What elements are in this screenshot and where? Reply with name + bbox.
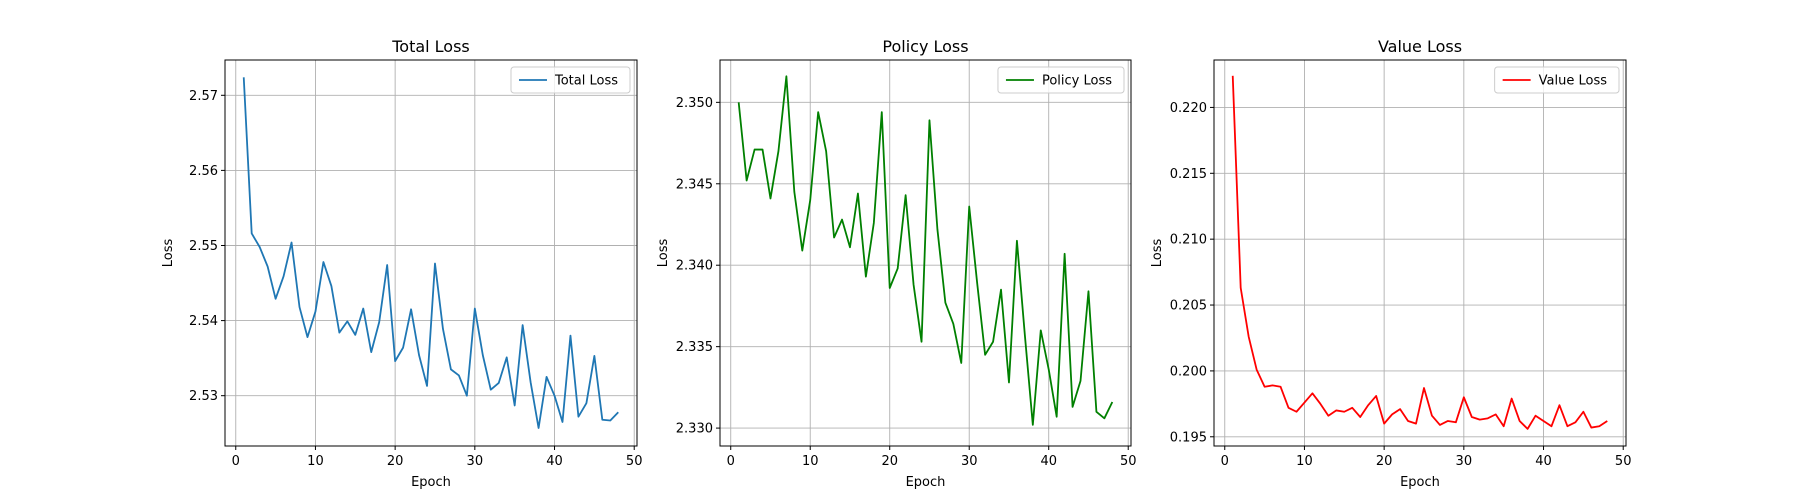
policy-loss-plot-frame (719, 59, 1132, 447)
value-loss-x-tick-label: 40 (1535, 454, 1552, 469)
policy-loss-x-tick-label: 40 (1040, 454, 1057, 469)
value-loss-x-tick-label: 0 (1221, 454, 1229, 469)
value-loss-legend: Value Loss (1494, 66, 1620, 94)
value-loss-x-tick-label: 30 (1456, 454, 1473, 469)
value-loss-y-tick-label: 0.195 (1170, 430, 1207, 445)
policy-loss-y-axis-label: Loss (656, 239, 671, 268)
policy-loss-legend-label: Policy Loss (1042, 74, 1112, 89)
total-loss-x-tick-label: 20 (387, 454, 404, 469)
total-loss-panel: 0 10 20 30 40 50 2.53 2.54 2.55 2.56 2.57 Total Los… (161, 37, 642, 490)
policy-loss-legend-box (997, 66, 1125, 94)
total-loss-y-tick-label: 2.53 (189, 389, 218, 404)
total-loss-x-tick-label: 30 (467, 454, 484, 469)
policy-loss-y-tick-label: 2.350 (676, 96, 713, 111)
policy-loss-y-tick-label: 2.335 (676, 340, 713, 355)
policy-loss-legend: Policy Loss (997, 66, 1125, 94)
total-loss-x-tick-label: 40 (546, 454, 563, 469)
value-loss-x-tick-label: 50 (1615, 454, 1632, 469)
value-loss-x-tick-label: 10 (1296, 454, 1313, 469)
total-loss-y-tick-label: 2.54 (189, 314, 218, 329)
value-loss-x-axis-label: Epoch (1400, 475, 1440, 490)
value-loss-series-line (1231, 75, 1608, 430)
total-loss-x-tick-label: 0 (232, 454, 240, 469)
value-loss-y-tick-label: 0.200 (1170, 364, 1207, 379)
total-loss-legend-box (510, 66, 631, 94)
value-loss-panel: 0 10 20 30 40 50 0.195 0.200 0.205 0.210 0.215 0.22… (1150, 37, 1631, 490)
total-loss-x-axis-label: Epoch (411, 475, 451, 490)
policy-loss-y-tick-label: 2.340 (676, 259, 713, 274)
total-loss-legend-label: Total Loss (554, 74, 618, 89)
value-loss-x-tick-label: 20 (1376, 454, 1393, 469)
policy-loss-x-tick-label: 10 (802, 454, 819, 469)
total-loss-x-tick-label: 50 (626, 454, 643, 469)
policy-loss-x-tick-label: 0 (727, 454, 735, 469)
total-loss-title: Total Loss (391, 37, 470, 56)
policy-loss-x-tick-label: 30 (961, 454, 978, 469)
policy-loss-x-axis-label: Epoch (906, 475, 946, 490)
policy-loss-x-tick-label: 50 (1120, 454, 1137, 469)
value-loss-y-tick-label: 0.220 (1170, 101, 1207, 116)
total-loss-series-line (242, 77, 619, 429)
total-loss-y-tick-label: 2.57 (189, 89, 218, 104)
value-loss-legend-box (1494, 66, 1620, 94)
policy-loss-y-tick-label: 2.330 (676, 422, 713, 437)
policy-loss-series-line (737, 75, 1114, 426)
policy-loss-title: Policy Loss (882, 37, 968, 56)
value-loss-y-axis-label: Loss (1150, 239, 1165, 268)
total-loss-x-tick-label: 10 (307, 454, 324, 469)
value-loss-y-tick-label: 0.205 (1170, 299, 1207, 314)
total-loss-y-axis-label: Loss (161, 239, 176, 268)
total-loss-y-tick-label: 2.56 (189, 164, 218, 179)
value-loss-plot-frame (1213, 59, 1627, 447)
policy-loss-y-tick-label: 2.345 (676, 177, 713, 192)
total-loss-y-tick-label: 2.55 (189, 239, 218, 254)
value-loss-title: Value Loss (1378, 37, 1462, 56)
total-loss-plot-frame (224, 59, 638, 447)
value-loss-y-tick-label: 0.215 (1170, 167, 1207, 182)
value-loss-y-tick-label: 0.210 (1170, 233, 1207, 248)
value-loss-legend-label: Value Loss (1539, 74, 1608, 89)
policy-loss-x-tick-label: 20 (881, 454, 898, 469)
total-loss-legend: Total Loss (510, 66, 631, 94)
policy-loss-panel: 0 10 20 30 40 50 2.330 2.335 2.340 2.345 2.350 Poli… (656, 37, 1136, 490)
